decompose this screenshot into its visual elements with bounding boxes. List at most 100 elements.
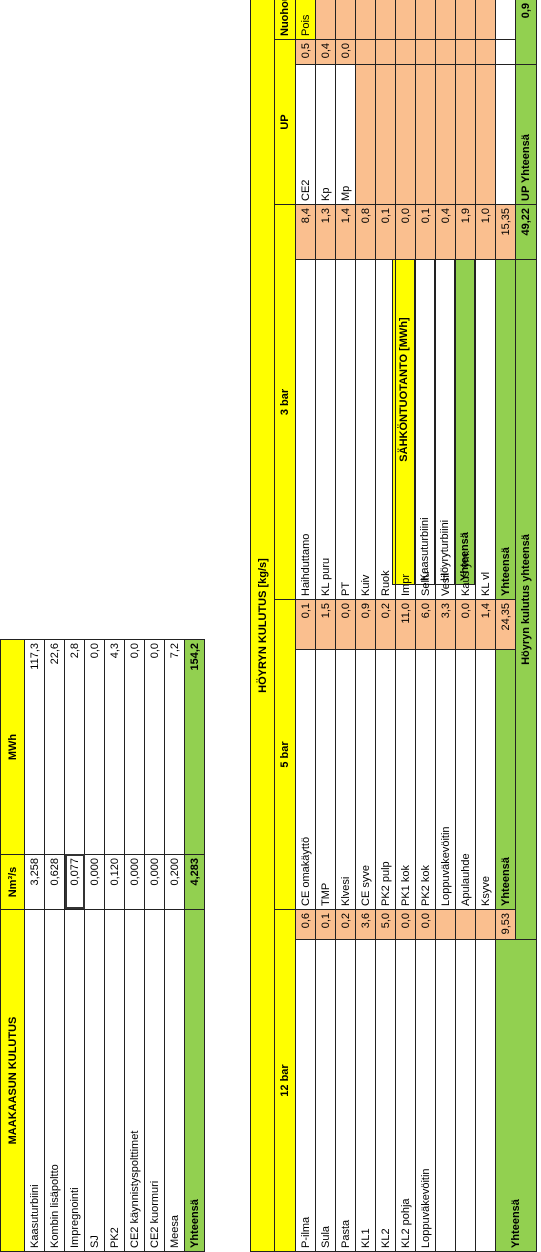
cell: 0,0 <box>455 599 476 650</box>
cell: 0,0 <box>415 909 436 940</box>
cell: PK2 kok <box>415 649 436 910</box>
cell <box>475 64 496 205</box>
row: Loppuväkevöitin 0,0 PK2 kok 6,0 Sellu 0,1 <box>415 0 436 1252</box>
row: KL2 pohja 0,0 PK1 kok 11,0 Impr 0,0 <box>395 0 416 1252</box>
cell: PK1 kok <box>395 649 416 910</box>
cell <box>435 64 456 205</box>
cell <box>435 0 456 40</box>
cell: 0,5 <box>295 39 316 65</box>
cell: Nm³/s <box>0 854 25 910</box>
cell: 0,0 <box>144 639 165 855</box>
row: P-ilma 0,6 CE omakäyttö 0,1 Haihduttamo 8,4 CE… <box>295 0 316 1252</box>
cell: MWh <box>0 639 25 855</box>
cell: 0,077 <box>64 854 85 910</box>
cell: Yhteensä <box>184 909 205 1252</box>
cell: 154,2 <box>184 639 205 855</box>
row: CE2 käynnistyspolttimet 0,000 0,0 <box>124 639 145 1252</box>
cell: Ksyve <box>475 649 496 910</box>
cell: 12 bar <box>274 909 296 1252</box>
cell: 0,8 <box>355 204 376 260</box>
cell: Impregnointi <box>64 909 85 1252</box>
row: Apulauhde 0,0 Kaus ym. 1,9 <box>455 0 476 1252</box>
cell: 0,0 <box>124 639 145 855</box>
cell: 0,000 <box>84 854 105 910</box>
cell: CE omakäyttö <box>295 649 316 910</box>
cell: CE syve <box>355 649 376 910</box>
row: PK2 0,120 4,3 <box>104 639 125 1252</box>
cell: Pasta <box>335 939 356 1252</box>
cell <box>415 0 436 40</box>
cell: Kuiv <box>355 259 376 600</box>
cell: Kaasuturbiini <box>24 909 45 1252</box>
cell: Yhteensä <box>495 649 516 910</box>
cell: KL2 pohja <box>395 939 416 1252</box>
cell <box>435 939 456 1252</box>
cell: 7,2 <box>164 639 185 855</box>
cell: Höyryn kulutus yhteensä <box>515 259 537 940</box>
cell: Meesa <box>164 909 185 1252</box>
cell: 0,628 <box>44 854 65 910</box>
cell: 0,1 <box>295 599 316 650</box>
cell <box>435 39 456 65</box>
row: CE2 kuormuri 0,000 0,0 <box>144 639 165 1252</box>
cell: 2,8 <box>64 639 85 855</box>
cell: Mp <box>335 64 356 205</box>
cell: 0,9 <box>355 599 376 650</box>
cell <box>355 64 376 205</box>
cell: 0,000 <box>144 854 165 910</box>
cell: 1,3 <box>315 204 336 260</box>
cell: 1,5 <box>315 599 336 650</box>
cell: PK2 pulp <box>375 649 396 910</box>
cell: CE2 kuormuri <box>144 909 165 1252</box>
cell: 0,0 <box>335 599 356 650</box>
cell: 0,2 <box>375 599 396 650</box>
header-row: 12 bar 5 bar 3 bar UP Nuohous <box>274 0 296 1252</box>
cell <box>355 39 376 65</box>
cell: 3,258 <box>24 854 45 910</box>
cell: Kombin lisäpoltto <box>44 909 65 1252</box>
cell: 0,9 <box>515 0 537 65</box>
cell: PT <box>335 259 356 600</box>
cell <box>455 939 476 1252</box>
cell <box>315 0 336 40</box>
cell: Nuohous <box>274 0 296 40</box>
cell: PK2 <box>104 909 125 1252</box>
row: SJ 0,000 0,0 <box>84 639 105 1252</box>
cell: SJ <box>84 909 105 1252</box>
cell: Impr <box>395 259 416 600</box>
cell: KL2 <box>375 939 396 1252</box>
cell <box>455 39 476 65</box>
gas-table: MAAKAASUN KULUTUS Nm³/s MWh Kaasuturbiini 3,… <box>0 639 205 1252</box>
cell: 9,53 <box>495 909 516 940</box>
cell: 0,1 <box>315 909 336 940</box>
cell: P-ilma <box>295 939 316 1252</box>
row: Pasta 0,2 Klvesi 0,0 PT 1,4 Mp 0,0 <box>335 0 356 1252</box>
row: Loppuväkevöitin 3,3 Vesil 0,4 <box>435 0 456 1252</box>
cell: 3,6 <box>355 909 376 940</box>
cell: 0,0 <box>395 909 416 940</box>
cell: 1,4 <box>475 599 496 650</box>
cell: Loppuväkevöitin <box>415 939 436 1252</box>
cell: Yhteensä <box>495 939 537 1252</box>
cell: 8,4 <box>295 204 316 260</box>
cell: 1,0 <box>475 204 496 260</box>
cell <box>455 909 476 940</box>
cell: 11,0 <box>395 599 416 650</box>
cell: 0,0 <box>84 639 105 855</box>
cell: 4,3 <box>104 639 125 855</box>
cell <box>495 0 516 40</box>
cell <box>395 64 416 205</box>
cell: Kaus ym. <box>455 259 476 600</box>
cell <box>375 0 396 40</box>
cell: 117,3 <box>24 639 45 855</box>
cell <box>375 39 396 65</box>
cell: 1,9 <box>455 204 476 260</box>
cell: UP <box>274 39 296 205</box>
row: Kaasuturbiini 3,258 117,3 <box>24 639 45 1252</box>
row: Impregnointi 0,077 2,8 <box>64 639 85 1252</box>
cell <box>495 64 516 205</box>
header-row: MAAKAASUN KULUTUS Nm³/s MWh <box>0 639 25 1252</box>
title-row: HÖYRYN KULUTUS [kg/s] <box>250 0 275 1252</box>
